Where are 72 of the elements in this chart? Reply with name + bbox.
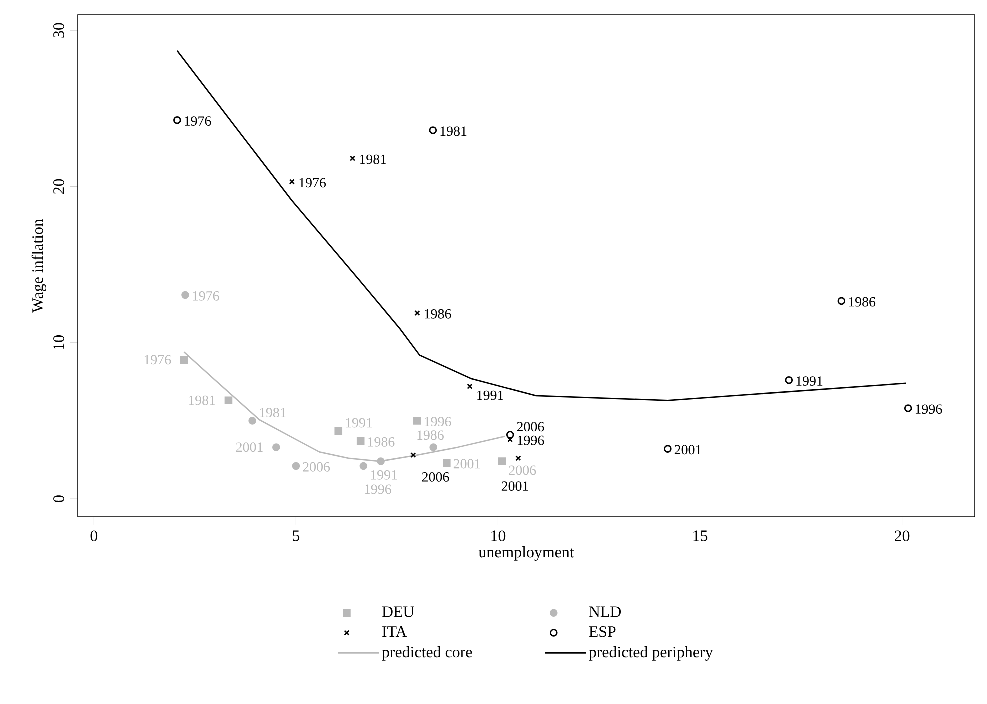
annotation: 1981: [440, 126, 467, 136]
point: [506, 431, 514, 439]
x-tick-label: 0: [90, 530, 98, 542]
annotation: 1996: [365, 484, 392, 494]
point: [414, 310, 420, 316]
annotation: 2006: [422, 472, 450, 482]
x-axis-title: unemployment: [478, 546, 574, 561]
point: [292, 462, 300, 470]
legend-label: NLD: [589, 606, 622, 618]
annotation: 1996: [916, 404, 942, 414]
point: [334, 427, 343, 436]
point: [377, 458, 385, 466]
annotation: 1991: [478, 390, 504, 400]
annotation: 2006: [509, 466, 536, 476]
y-axis-title: Wage inflation: [32, 219, 47, 313]
annotation: 1981: [360, 154, 386, 164]
point: [272, 444, 280, 452]
legend-label: ESP: [589, 626, 616, 638]
annotation: 1991: [346, 418, 372, 428]
y-tick-label: 20: [54, 179, 64, 194]
point: [498, 458, 506, 466]
point: [904, 404, 912, 412]
annotation: 1976: [193, 291, 220, 301]
annotation: 1981: [260, 408, 286, 418]
annotation: 2006: [303, 462, 330, 472]
point: [443, 459, 451, 468]
point: [664, 445, 672, 453]
annotation: 1996: [425, 417, 452, 427]
point: [289, 179, 295, 185]
point: [182, 291, 190, 300]
point: [224, 396, 233, 405]
annotation: 1981: [189, 396, 216, 406]
y-tick-label: 10: [54, 336, 64, 350]
point: [785, 376, 794, 384]
annotation: 1976: [144, 355, 172, 365]
point: [414, 417, 422, 425]
annotation: 1986: [368, 437, 395, 447]
legend-label: predicted core: [382, 646, 472, 661]
point: [248, 417, 256, 425]
annotation: 1986: [418, 430, 444, 440]
legend-label: DEU: [382, 606, 414, 618]
point: [430, 444, 438, 452]
annotation: 2001: [454, 459, 480, 469]
annotation: 1976: [300, 178, 326, 188]
point: [356, 437, 365, 446]
legend-label: ITA: [382, 626, 408, 638]
annotation: 2006: [517, 422, 544, 432]
annotation: 1986: [849, 297, 876, 307]
annotation: 2001: [502, 482, 528, 492]
annotation: 1976: [185, 116, 212, 126]
x-tick-label: 15: [694, 530, 708, 542]
y-tick-label: 0: [54, 496, 64, 502]
annotation: 2001: [236, 442, 263, 452]
point: [838, 297, 846, 306]
point: [180, 356, 188, 364]
x-tick-label: 5: [293, 530, 300, 542]
point: [174, 116, 182, 124]
point: [429, 126, 438, 134]
point: [410, 452, 416, 458]
point: [516, 456, 522, 462]
y-tick-label: 30: [54, 23, 64, 38]
x-tick-label: 10: [492, 530, 506, 542]
point: [360, 462, 368, 470]
annotation: 1991: [796, 376, 823, 386]
point: [467, 384, 473, 390]
point: [350, 156, 356, 162]
annotation: 2001: [674, 445, 702, 455]
annotation: 1996: [518, 436, 544, 446]
annotation: 1991: [371, 470, 398, 480]
x-tick-label: 20: [895, 530, 910, 542]
annotation: 1986: [425, 309, 452, 319]
legend-label: predicted periphery: [589, 646, 714, 661]
